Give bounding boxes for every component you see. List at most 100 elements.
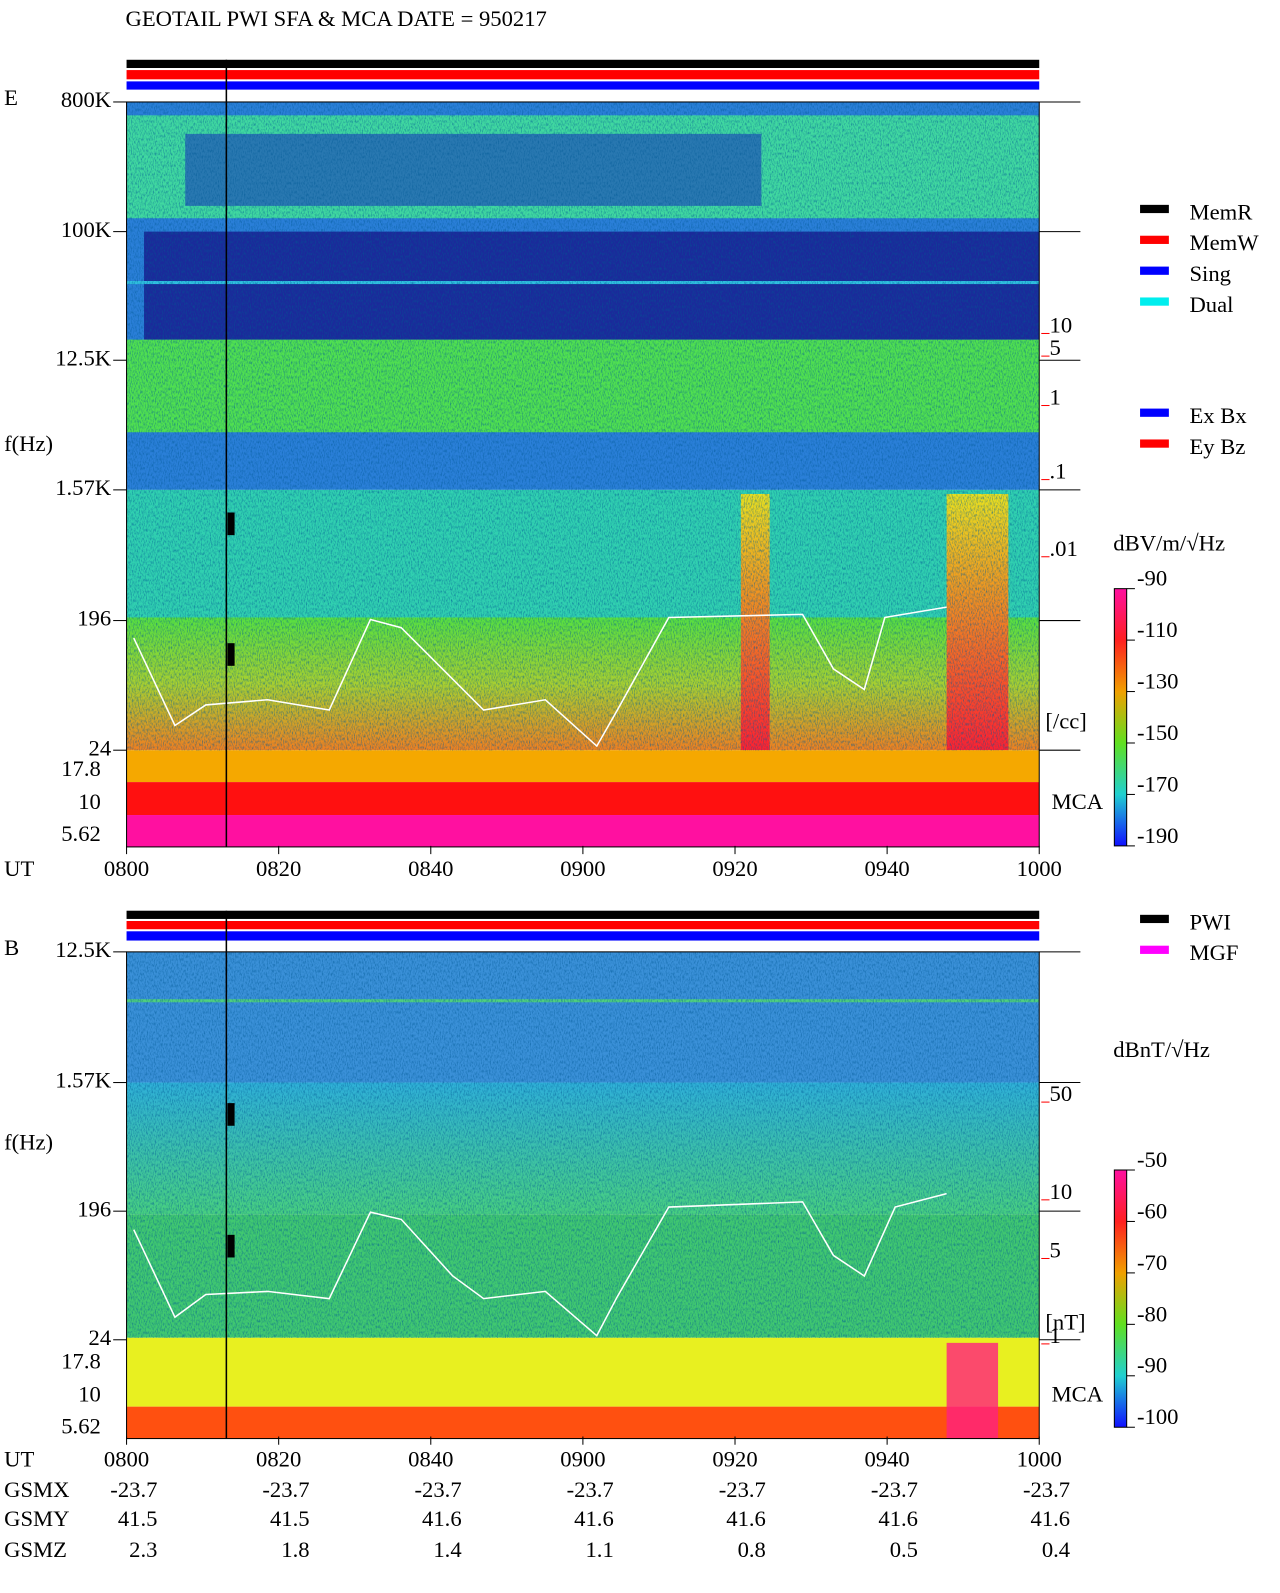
orbit-value: 41.5 (270, 1506, 310, 1531)
time-tick-label: 0920 (712, 856, 757, 881)
orbit-row-name: GSMX (4, 1477, 69, 1502)
orbit-value: 41.6 (1031, 1506, 1071, 1531)
legend-label: Ey Bz (1189, 434, 1245, 459)
colorbar-tick-label: -60 (1137, 1198, 1167, 1223)
orbit-row-name: GSMZ (4, 1537, 67, 1562)
colorbar-tick-label: -150 (1137, 720, 1178, 745)
trace-tick-label: 1 (1050, 385, 1061, 410)
colorbar-tick-label: -130 (1137, 669, 1178, 694)
legend-swatch (1140, 297, 1169, 306)
colorbar-tick-label: -110 (1137, 617, 1178, 642)
trace-unit: [/cc] (1045, 709, 1086, 734)
trace-tick-label: 10 (1050, 1179, 1073, 1204)
trace-unit: [nT] (1045, 1310, 1085, 1335)
freq-tick-label: 1.57K (55, 475, 112, 500)
time-tick-label: 0940 (864, 856, 909, 881)
trace-tick-label: 5 (1050, 1238, 1061, 1263)
legend-swatch (1140, 235, 1169, 244)
time-tick-label: 1000 (1017, 1446, 1062, 1471)
legend-label: Sing (1189, 261, 1231, 286)
orbit-value: 41.6 (726, 1506, 766, 1531)
legend-swatch (1140, 945, 1169, 954)
orbit-value: 1.1 (585, 1537, 613, 1562)
freq-tick-label: 24 (89, 1325, 112, 1350)
orbit-value: -23.7 (415, 1477, 462, 1502)
colorbar (1113, 1169, 1128, 1428)
freq-tick-label: 196 (77, 606, 111, 631)
legend-swatch (1140, 266, 1169, 275)
freq-tick-label: 1.57K (55, 1068, 112, 1093)
colorbar-tick-label: -70 (1137, 1250, 1167, 1275)
legend-swatch (1140, 914, 1169, 924)
colorbar-tick-label: -190 (1137, 823, 1178, 848)
orbit-value: 41.6 (422, 1506, 462, 1531)
time-label: UT (4, 1446, 34, 1471)
orbit-value: -23.7 (262, 1477, 309, 1502)
orbit-value: 0.5 (890, 1537, 918, 1562)
legend-swatch (1140, 204, 1169, 214)
trace-tick-label: 5 (1050, 335, 1061, 360)
colorbar-title: dBV/m/√Hz (1113, 531, 1225, 556)
time-tick-label: 0820 (256, 1446, 301, 1471)
orbit-value: -23.7 (719, 1477, 766, 1502)
orbit-value: 0.4 (1042, 1537, 1070, 1562)
time-tick-label: 0840 (408, 856, 453, 881)
colorbar-title: dBnT/√Hz (1113, 1037, 1210, 1062)
colorbar-tick-label: -170 (1137, 771, 1178, 796)
legend-swatch (1140, 408, 1169, 417)
colorbar (1113, 588, 1128, 847)
orbit-value: 2.3 (129, 1537, 157, 1562)
spectrogram-b (126, 910, 1040, 1440)
colorbar-tick-label: -90 (1137, 566, 1167, 591)
y-axis-label: f(Hz) (4, 431, 53, 456)
mca-tick-label: 5.62 (61, 1413, 101, 1438)
time-tick-label: 0800 (104, 1446, 149, 1471)
legend-label: MGF (1189, 940, 1238, 965)
mca-label: MCA (1052, 789, 1104, 814)
legend-label: Ex Bx (1189, 403, 1247, 428)
y-axis-label: f(Hz) (4, 1129, 53, 1154)
orbit-value: -23.7 (567, 1477, 614, 1502)
time-tick-label: 0840 (408, 1446, 453, 1471)
colorbar-tick-label: -90 (1137, 1353, 1167, 1378)
legend-label: PWI (1189, 909, 1230, 934)
title: GEOTAIL PWI SFA & MCA DATE = 950217 (126, 6, 547, 31)
freq-tick-label: 100K (61, 217, 112, 242)
panel-label: E (4, 85, 18, 110)
trace-tick-label: 10 (1050, 312, 1073, 337)
mca-tick-label: 10 (78, 789, 101, 814)
mca-tick-label: 17.8 (61, 756, 101, 781)
trace-tick-label: 1 (1050, 1323, 1061, 1348)
orbit-value: 0.8 (738, 1537, 766, 1562)
colorbar-tick-label: -50 (1137, 1147, 1167, 1172)
trace-tick-label: .01 (1050, 536, 1078, 561)
legend-swatch (1140, 439, 1169, 448)
orbit-value: 41.5 (118, 1506, 158, 1531)
time-tick-label: 0820 (256, 856, 301, 881)
colorbar-tick-label: -80 (1137, 1301, 1167, 1326)
orbit-value: -23.7 (871, 1477, 918, 1502)
time-tick-label: 1000 (1017, 856, 1062, 881)
orbit-row-name: GSMY (4, 1506, 69, 1531)
legend-label: Dual (1189, 292, 1233, 317)
legend-label: MemW (1189, 230, 1259, 255)
orbit-value: 1.4 (433, 1537, 461, 1562)
time-tick-label: 0800 (104, 856, 149, 881)
time-label: UT (4, 856, 34, 881)
panel-label: B (4, 935, 19, 960)
mca-label: MCA (1052, 1382, 1104, 1407)
freq-tick-label: 12.5K (55, 937, 112, 962)
time-tick-label: 0900 (560, 856, 605, 881)
legend-label: MemR (1189, 199, 1253, 224)
mca-tick-label: 17.8 (61, 1349, 101, 1374)
freq-tick-label: 12.5K (55, 345, 112, 370)
mca-tick-label: 5.62 (61, 821, 101, 846)
time-tick-label: 0940 (864, 1446, 909, 1471)
orbit-value: 41.6 (878, 1506, 918, 1531)
freq-tick-label: 800K (61, 87, 112, 112)
time-tick-label: 0900 (560, 1446, 605, 1471)
trace-tick-label: 50 (1050, 1081, 1073, 1106)
orbit-value: 1.8 (281, 1537, 309, 1562)
time-tick-label: 0920 (712, 1446, 757, 1471)
